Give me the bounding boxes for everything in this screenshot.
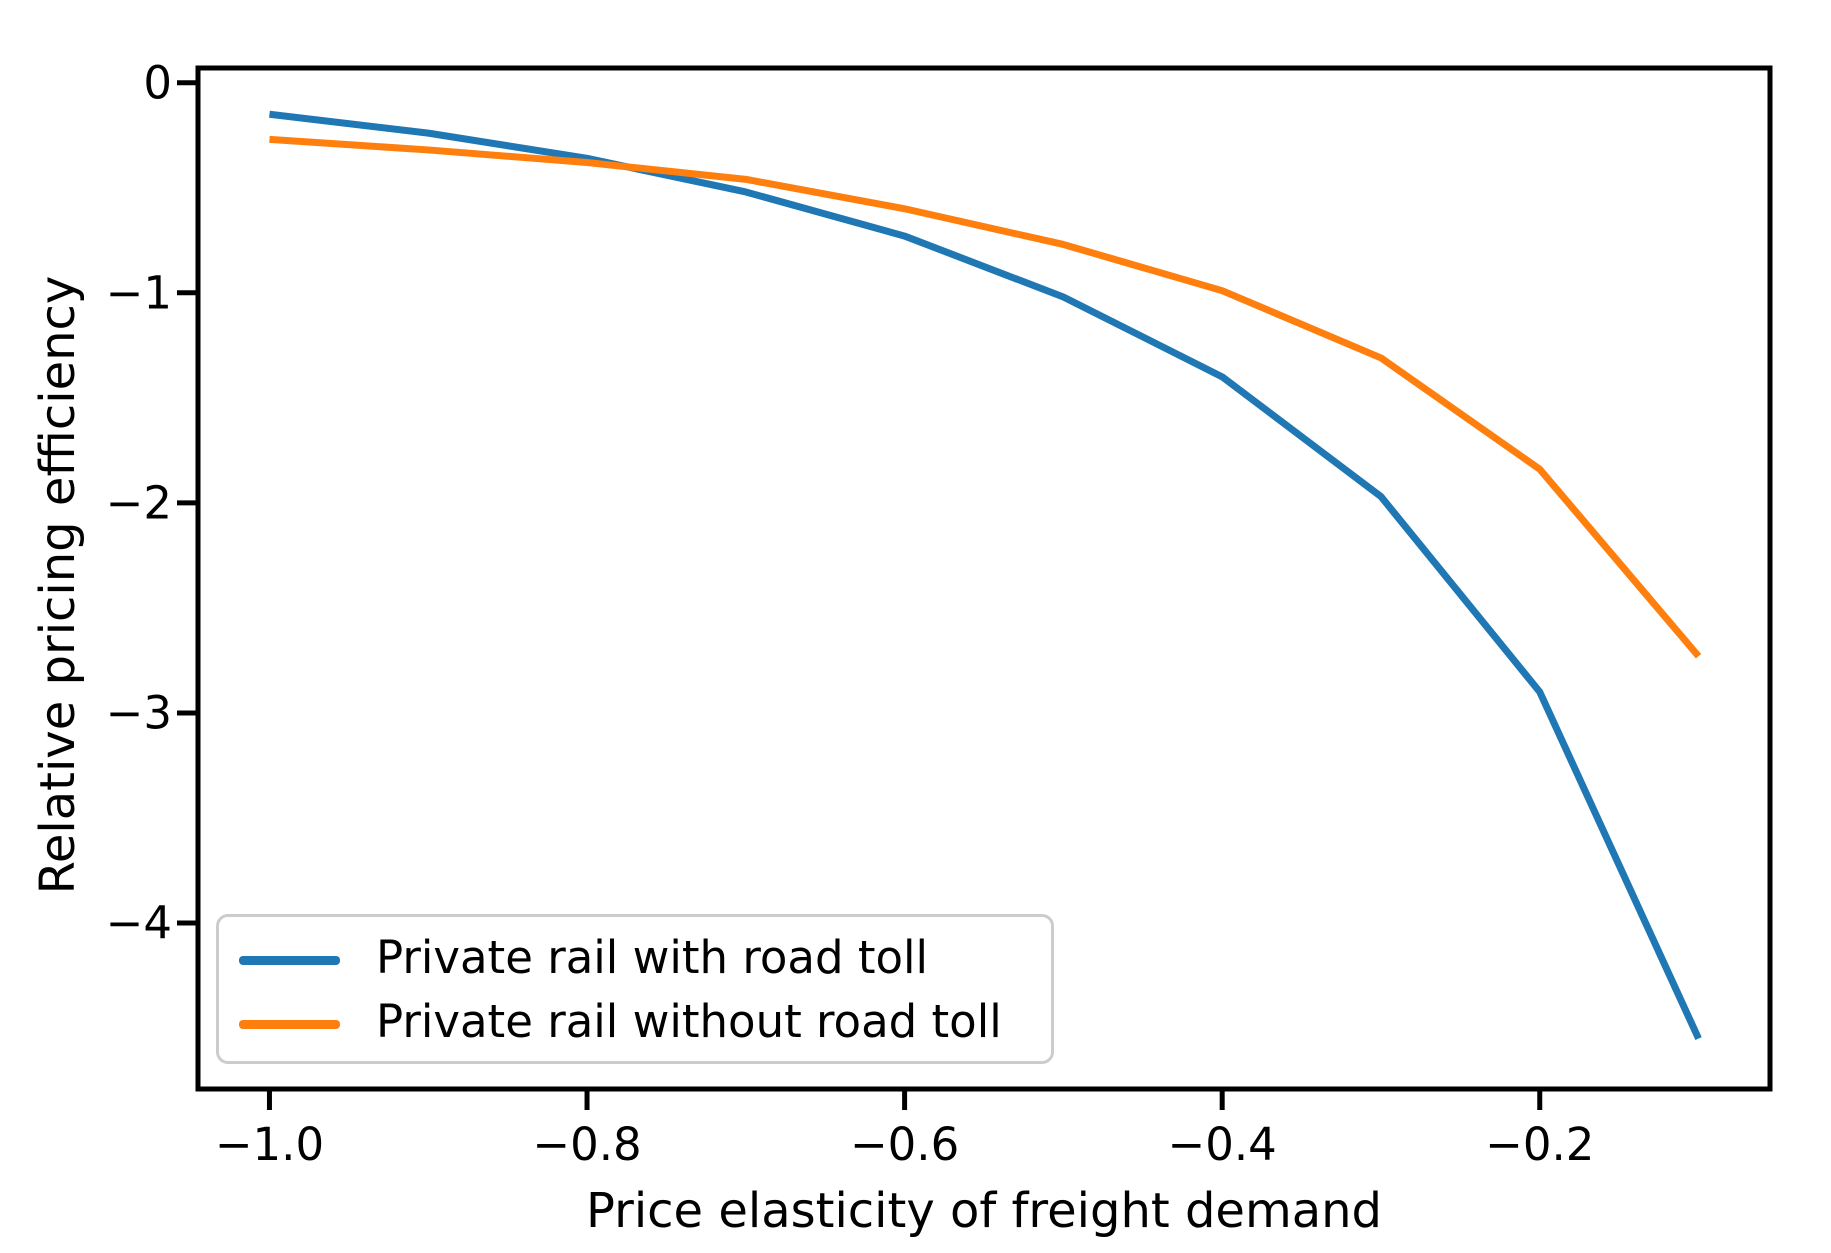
without-toll-line-swatch: [239, 1019, 340, 1029]
y-axis-label: Relative pricing efficiency: [30, 275, 86, 895]
x-tick-label: −0.2: [1485, 1118, 1595, 1171]
legend-label-without-toll: Private rail without road toll: [376, 994, 1002, 1048]
x-tick-label: −0.4: [1167, 1118, 1277, 1171]
axes-spines: [195, 65, 1773, 1092]
series-line-without-toll: [269, 135, 1702, 659]
series-line-with-toll: [269, 110, 1702, 1041]
y-tick-label: −3: [105, 686, 172, 740]
legend-item-without-toll: Private rail without road toll: [239, 999, 1002, 1049]
y-tick-label: −2: [105, 476, 172, 530]
y-tick-label: −1: [105, 266, 172, 320]
x-tick-label: −0.8: [532, 1118, 642, 1171]
legend-label-with-toll: Private rail with road toll: [376, 930, 929, 984]
y-tick-label: 0: [143, 56, 172, 110]
with-toll-line-swatch: [239, 955, 340, 965]
legend-item-with-toll: Private rail with road toll: [239, 935, 928, 985]
x-axis-label: Price elasticity of freight demand: [585, 1183, 1383, 1239]
x-tick-label: −0.6: [849, 1118, 960, 1171]
y-tick-label: −4: [105, 896, 172, 950]
legend: Private rail with road toll Private rail…: [216, 914, 1054, 1064]
x-tick-label: −1.0: [214, 1118, 325, 1171]
